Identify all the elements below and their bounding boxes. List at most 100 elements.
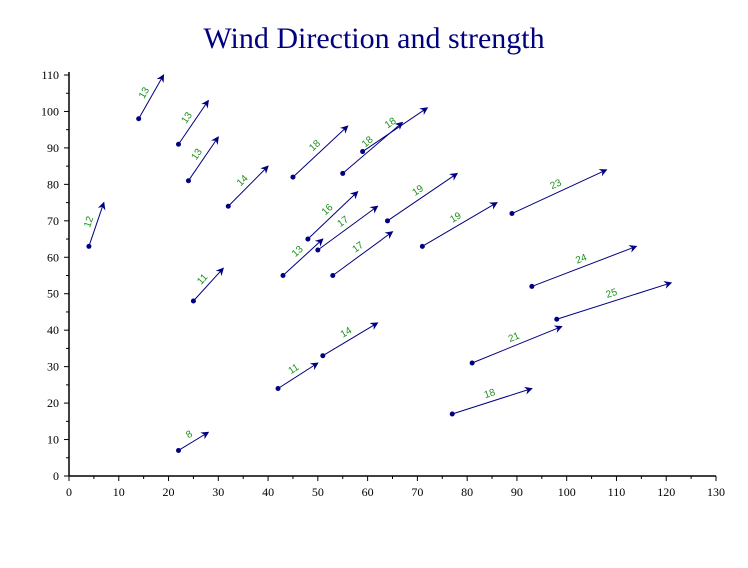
- wind-vector: 11: [275, 362, 319, 392]
- wind-strength-label: 23: [549, 177, 564, 192]
- wind-origin-point: [275, 386, 281, 392]
- y-tick-label: 60: [47, 250, 59, 264]
- wind-origin-point: [280, 273, 286, 278]
- y-tick-label: 80: [47, 177, 59, 191]
- x-tick-label: 60: [362, 485, 374, 499]
- wind-origin-point: [190, 298, 196, 304]
- wind-vector: 14: [225, 165, 269, 209]
- wind-arrow: [362, 107, 429, 152]
- wind-origin-point: [360, 149, 366, 155]
- wind-origin-point: [340, 170, 346, 176]
- x-tick-label: 50: [312, 485, 324, 499]
- y-tick-label: 90: [47, 141, 59, 155]
- wind-vector: 11: [190, 267, 224, 304]
- wind-strength-label: 8: [184, 429, 195, 442]
- wind-vector: 14: [320, 322, 379, 359]
- wind-strength-label: 13: [137, 85, 152, 100]
- wind-arrow: [452, 386, 533, 415]
- x-tick-label: 110: [608, 485, 626, 499]
- x-tick-label: 120: [657, 485, 675, 499]
- y-tick-label: 50: [47, 287, 59, 301]
- wind-origin-point: [305, 236, 311, 242]
- wind-vector: 17: [330, 231, 394, 278]
- wind-vector: 18: [290, 125, 349, 180]
- wind-arrow: [317, 205, 379, 251]
- x-tick-label: 100: [558, 485, 576, 499]
- wind-arrow: [193, 267, 224, 302]
- x-tick-label: 130: [707, 485, 725, 499]
- wind-arrow: [282, 238, 324, 276]
- wind-origin-point: [554, 316, 560, 322]
- y-tick-label: 70: [47, 214, 59, 228]
- wind-origin-point: [529, 283, 535, 289]
- x-tick-label: 20: [163, 485, 175, 499]
- wind-vector: 19: [419, 202, 498, 249]
- wind-origin-point: [449, 411, 455, 417]
- y-tick-label: 30: [47, 360, 59, 374]
- wind-arrow: [227, 165, 269, 207]
- wind-strength-label: 24: [574, 252, 589, 266]
- wind-vector: 13: [136, 74, 165, 122]
- wind-origin-point: [385, 218, 391, 224]
- wind-arrow: [387, 172, 459, 222]
- y-tick-label: 100: [41, 104, 59, 118]
- wind-strength-label: 19: [448, 210, 464, 225]
- wind-vector: 8: [175, 429, 210, 453]
- y-tick-label: 40: [47, 323, 59, 337]
- wind-origin-point: [175, 447, 181, 453]
- wind-arrow: [292, 125, 349, 178]
- wind-arrow: [422, 202, 498, 247]
- wind-arrow: [531, 245, 638, 287]
- wind-origin-point: [136, 116, 142, 122]
- wind-arrow: [471, 325, 563, 364]
- x-tick-label: 10: [113, 485, 125, 499]
- wind-vector: 19: [385, 172, 459, 224]
- wind-vector: 21: [469, 325, 563, 366]
- wind-arrow: [307, 190, 359, 240]
- wind-arrow: [188, 136, 219, 182]
- wind-vector: 16: [305, 190, 359, 242]
- wind-arrow: [332, 231, 394, 276]
- wind-arrow: [322, 322, 379, 357]
- wind-arrow: [277, 362, 319, 389]
- wind-origin-point: [320, 353, 326, 359]
- wind-origin-point: [225, 203, 231, 209]
- wind-strength-label: 25: [605, 287, 619, 301]
- wind-origin-point: [330, 273, 336, 278]
- y-tick-label: 10: [47, 433, 59, 447]
- wind-vector: 25: [554, 281, 673, 322]
- y-tick-label: 0: [53, 469, 59, 483]
- x-tick-label: 0: [66, 485, 72, 499]
- wind-arrow: [342, 121, 404, 174]
- wind-origin-point: [509, 211, 515, 217]
- wind-vector: 12: [82, 201, 106, 249]
- x-tick-label: 70: [411, 485, 423, 499]
- wind-strength-label: 14: [339, 325, 355, 340]
- x-tick-label: 40: [262, 485, 274, 499]
- x-tick-label: 90: [511, 485, 523, 499]
- wind-strength-label: 12: [82, 215, 96, 229]
- wind-origin-point: [290, 174, 296, 180]
- wind-arrow: [511, 169, 608, 214]
- wind-origin-point: [315, 247, 321, 253]
- wind-vector: 18: [449, 386, 533, 417]
- wind-arrow: [138, 74, 165, 119]
- wind-origin-point: [419, 243, 425, 249]
- wind-strength-label: 18: [483, 387, 497, 401]
- wind-vector: 13: [280, 238, 324, 278]
- wind-arrow: [88, 201, 106, 247]
- wind-arrow: [556, 281, 673, 320]
- wind-vector: 24: [529, 245, 638, 289]
- wind-arrow: [178, 431, 210, 451]
- wind-origin-point: [86, 243, 92, 249]
- y-tick-label: 110: [41, 68, 59, 82]
- x-tick-label: 80: [461, 485, 473, 499]
- wind-origin-point: [185, 178, 191, 184]
- wind-arrow: [178, 99, 209, 145]
- wind-origin-point: [469, 360, 475, 366]
- chart-title: Wind Direction and strength: [203, 22, 545, 55]
- wind-strength-label: 21: [507, 330, 522, 345]
- axes: 0 10 20 30 40 50 60 70 80 90 100 110 120 130 0 10 20 30 40…: [41, 68, 725, 499]
- wind-vector: 23: [509, 169, 608, 217]
- wind-origin-point: [175, 141, 181, 147]
